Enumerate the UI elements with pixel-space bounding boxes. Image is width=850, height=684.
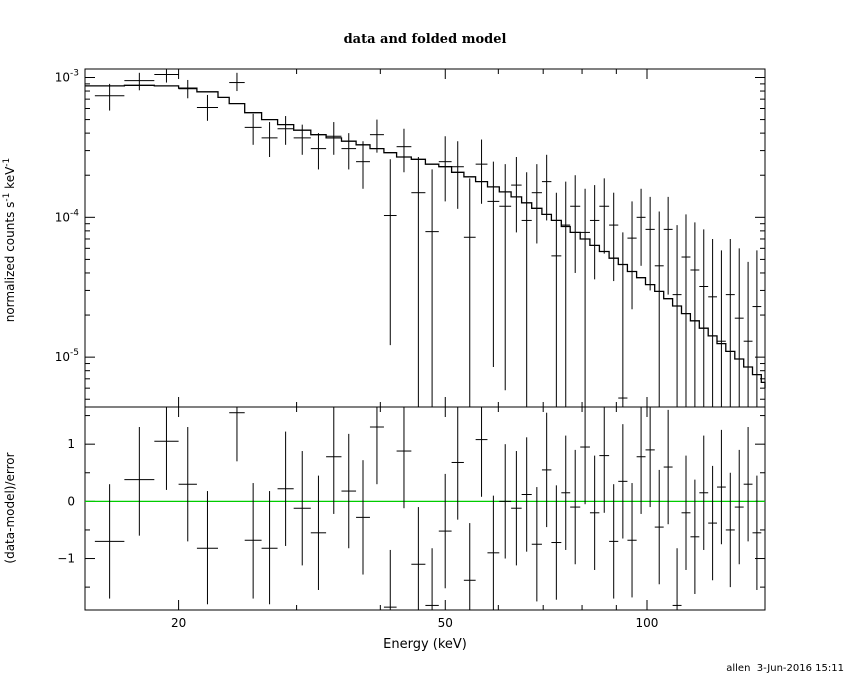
top-panel: 10-310-410-5: [55, 68, 766, 408]
chart-title: data and folded model: [344, 32, 507, 47]
top-y-label-exp1: -1: [2, 193, 12, 202]
bottom-panel-frame: [84, 406, 766, 611]
top-panel-frame: [84, 68, 766, 408]
top-y-label-exp2: -1: [2, 158, 12, 167]
bottom-y-tick-label: 1: [67, 437, 75, 451]
top-y-tick-exp: -3: [70, 68, 79, 78]
top-y-label-main: normalized counts s: [3, 202, 17, 323]
top-y-tick-base: 10: [55, 350, 70, 364]
bottom-y-tick-label: 0: [67, 494, 75, 508]
model-step-line: [85, 84, 766, 389]
footer-user: allen: [726, 663, 751, 674]
top-y-tick-exp: -5: [70, 348, 79, 358]
top-y-tick-base: 10: [55, 210, 70, 224]
bottom-y-tick-label: −1: [57, 552, 75, 566]
footer-stamp: allen 3-Jun-2016 15:11: [726, 663, 844, 674]
top-y-tick-label: 10-3: [55, 68, 79, 84]
top-y-tick-exp: -4: [70, 208, 79, 218]
top-y-tick-label: 10-4: [55, 208, 80, 224]
top-y-axis-label: normalized counts s-1 keV-1: [2, 158, 17, 323]
footer-timestamp: 3-Jun-2016 15:11: [756, 663, 844, 674]
x-tick-label: 20: [171, 616, 186, 630]
bottom-panel: 10−120 50 100: [57, 69, 766, 630]
top-y-tick-base: 10: [55, 70, 70, 84]
x-tick-label: 50: [438, 616, 453, 630]
bottom-y-axis-label: (data-model)/error: [3, 452, 17, 563]
top-y-tick-label: 10-5: [55, 348, 79, 364]
x-axis-label: Energy (keV): [383, 637, 467, 652]
top-y-label-mid: keV: [3, 166, 17, 193]
x-tick-label: 100: [636, 616, 659, 630]
